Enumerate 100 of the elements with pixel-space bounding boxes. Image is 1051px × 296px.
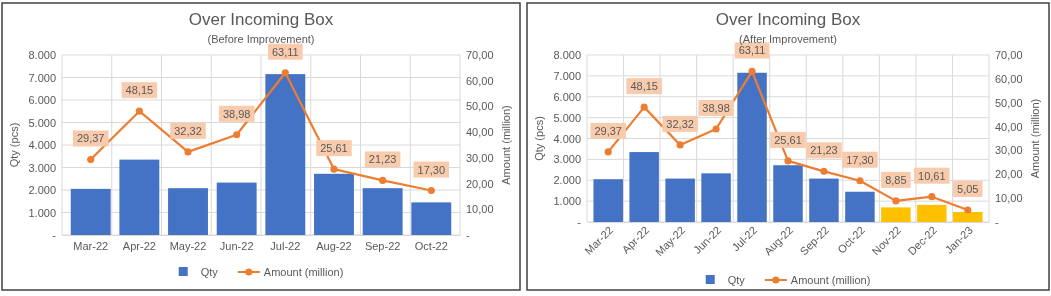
data-label: 29,37 [76, 132, 105, 145]
y2-tick-label: 20,00 [995, 168, 1023, 181]
bar [265, 74, 306, 235]
point [427, 186, 435, 195]
bar [411, 202, 452, 235]
y-tick-label: 7.000 [28, 71, 56, 84]
y-tick-label: 1.000 [553, 195, 581, 208]
y-tick-label: 8.000 [28, 49, 56, 62]
bar [216, 182, 257, 235]
y-tick-label: 4.000 [28, 139, 56, 152]
data-label: 10,61 [918, 169, 946, 182]
y2-axis-title: Amount (million) [500, 105, 512, 185]
x-tick-label: Sep-22 [364, 239, 401, 252]
y-tick-label: 3.000 [553, 153, 581, 166]
bar [773, 165, 803, 222]
bar [701, 173, 731, 222]
bar [629, 152, 659, 222]
data-label: 21,23 [810, 144, 838, 157]
point [87, 155, 95, 164]
legend-label: Qty [727, 274, 746, 286]
y2-tick-label: 50,00 [995, 96, 1023, 109]
y2-tick-label: - [995, 216, 999, 229]
data-label: 32,32 [174, 124, 202, 137]
y-tick-label: 5.000 [28, 116, 56, 129]
y-axis-title: Qty (pcs) [8, 122, 20, 168]
bar [665, 178, 695, 222]
y-tick-label: 7.000 [553, 69, 581, 82]
point [748, 67, 756, 75]
point [928, 193, 936, 201]
point [892, 197, 900, 205]
bar [168, 188, 208, 235]
data-label: 17,30 [417, 163, 446, 176]
x-tick-label: Jun-22 [219, 239, 254, 252]
data-label: 63,11 [271, 45, 299, 58]
point [784, 157, 792, 165]
x-tick-label: Apr-22 [122, 239, 156, 252]
data-label: 38,98 [222, 107, 251, 120]
y2-tick-label: 30,00 [466, 151, 494, 164]
legend-label: Amount (million) [263, 266, 344, 278]
data-label: 8,85 [885, 173, 907, 186]
x-tick-label: Mar-22 [73, 239, 109, 252]
data-label: 25,61 [774, 133, 802, 146]
data-label: 63,11 [738, 44, 766, 57]
y-tick-label: 5.000 [553, 111, 581, 124]
bar [314, 173, 354, 235]
bar [917, 204, 947, 222]
y2-tick-label: 40,00 [466, 126, 494, 139]
point [820, 167, 828, 175]
y-tick-label: 2.000 [553, 174, 581, 187]
y2-tick-label: - [466, 229, 470, 242]
y-tick-label: 2.000 [28, 184, 56, 197]
y2-tick-label: 20,00 [466, 177, 494, 190]
y-tick-label: - [577, 216, 582, 229]
x-tick-label: Aug-22 [316, 239, 352, 252]
bar [119, 159, 160, 235]
y2-tick-label: 40,00 [995, 120, 1023, 133]
bar [737, 72, 767, 222]
data-label: 21,23 [368, 153, 397, 166]
y2-tick-label: 70,00 [466, 49, 494, 62]
data-label: 32,32 [666, 117, 694, 130]
legend-label: Qty [200, 266, 219, 278]
x-tick-label: May-22 [169, 239, 207, 252]
bar [881, 207, 911, 222]
data-label: 17,30 [846, 153, 874, 166]
y-tick-label: 6.000 [553, 90, 581, 103]
y-tick-label: 6.000 [28, 94, 56, 107]
x-tick-label: Jul-22 [270, 239, 301, 252]
data-label: 38,98 [702, 102, 730, 114]
y-tick-label: 1.000 [28, 206, 56, 219]
point [604, 148, 612, 156]
point [676, 141, 684, 149]
y-tick-label: 3.000 [28, 161, 56, 174]
point [184, 148, 192, 156]
bar [70, 188, 111, 235]
point [330, 165, 338, 173]
y2-tick-label: 70,00 [995, 49, 1023, 62]
point [233, 131, 241, 139]
data-label: 25,61 [320, 142, 348, 155]
y2-axis-title: Amount (million) [1029, 98, 1041, 179]
y-axis-title: Qty (pcs) [533, 116, 545, 161]
x-tick-label: Oct-22 [414, 239, 448, 252]
point [135, 107, 143, 115]
y-tick-label: 4.000 [553, 132, 581, 145]
chart-title: Over Incoming Box [715, 10, 861, 29]
point [379, 176, 387, 184]
point [856, 177, 864, 185]
point [964, 206, 972, 214]
chart-subtitle: (After Improvement) [739, 33, 837, 45]
bar [809, 178, 839, 222]
bar [593, 179, 623, 222]
bar [845, 191, 875, 222]
chart-subtitle: (Before Improvement) [207, 33, 315, 45]
legend-label: Amount (million) [790, 274, 871, 286]
y2-tick-label: 60,00 [995, 72, 1023, 85]
data-label: 48,15 [125, 84, 154, 97]
y2-tick-label: 60,00 [466, 74, 494, 87]
y2-tick-label: 10,00 [466, 203, 494, 216]
point [281, 69, 289, 77]
data-label: 5,05 [957, 182, 979, 195]
y2-tick-label: 30,00 [995, 144, 1023, 157]
